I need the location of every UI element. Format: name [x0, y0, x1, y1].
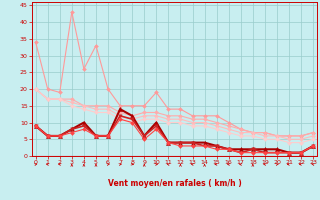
X-axis label: Vent moyen/en rafales ( km/h ): Vent moyen/en rafales ( km/h )	[108, 179, 241, 188]
